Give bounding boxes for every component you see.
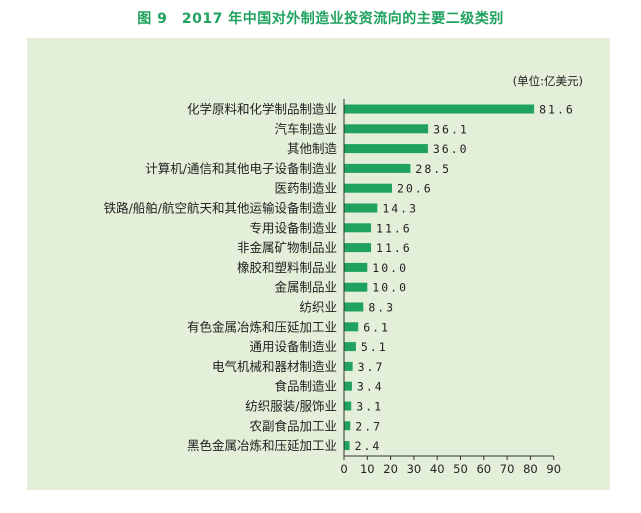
bar: [344, 342, 356, 352]
bar: [344, 203, 378, 213]
value-label: 36.1: [433, 122, 469, 136]
value-label: 20.6: [397, 182, 433, 196]
chart-panel: (单位:亿美元) 化学原料和化学制品制造业 81.6 汽车制造业 36.1 其他制造 36…: [27, 38, 610, 490]
category-label: 专用设备制造业: [249, 220, 337, 235]
value-label: 3.1: [356, 400, 383, 414]
x-tick-label: 90: [546, 462, 561, 476]
bars-group: 化学原料和化学制品制造业 81.6 汽车制造业 36.1 其他制造 36.0 计算机/通信和…: [104, 102, 575, 454]
category-label: 计算机/通信和其他电子设备制造业: [145, 161, 337, 176]
category-label: 电气机械和器材制造业: [212, 359, 337, 374]
value-label: 81.6: [539, 103, 575, 117]
value-label: 6.1: [363, 320, 390, 334]
unit-label: (单位:亿美元): [513, 74, 583, 88]
category-label: 非金属矿物制品业: [237, 240, 337, 255]
category-label: 食品制造业: [274, 379, 337, 394]
category-label: 金属制品业: [274, 280, 337, 295]
x-tick-label: 60: [476, 462, 491, 476]
value-label: 14.3: [382, 202, 418, 216]
bar: [344, 104, 535, 114]
bar: [344, 144, 428, 154]
bar: [344, 302, 364, 312]
category-label: 纺织服装/服饰业: [245, 399, 337, 414]
x-tick-label: 30: [407, 462, 422, 476]
category-label: 农副食品加工业: [249, 418, 337, 433]
chart-title: 图 9 2017 年中国对外制造业投资流向的主要二级类别: [137, 11, 504, 27]
x-tick-label: 10: [360, 462, 375, 476]
value-label: 2.4: [355, 439, 382, 453]
x-tick-label: 20: [383, 462, 398, 476]
value-label: 10.0: [372, 281, 408, 295]
category-label: 化学原料和化学制品制造业: [187, 102, 337, 117]
bar-chart: (单位:亿美元) 化学原料和化学制品制造业 81.6 汽车制造业 36.1 其他制造 36…: [104, 74, 583, 476]
x-tick-label: 0: [340, 462, 347, 476]
category-label: 有色金属冶炼和压延加工业: [187, 319, 337, 334]
bar: [344, 124, 429, 134]
category-label: 汽车制造业: [274, 121, 337, 136]
bar: [344, 401, 352, 411]
value-label: 11.6: [376, 221, 412, 235]
bar: [344, 163, 411, 173]
value-label: 11.6: [376, 241, 412, 255]
x-tick-label: 50: [453, 462, 468, 476]
value-label: 3.4: [357, 380, 384, 394]
category-label: 纺织业: [299, 300, 337, 315]
value-label: 5.1: [361, 340, 388, 354]
value-label: 10.0: [372, 261, 408, 275]
value-label: 28.5: [415, 162, 451, 176]
bar: [344, 282, 368, 292]
category-label: 通用设备制造业: [249, 339, 337, 354]
bar: [344, 243, 372, 253]
bar: [344, 322, 359, 332]
x-tick-label: 80: [523, 462, 538, 476]
bar: [344, 381, 352, 391]
value-label: 36.0: [433, 142, 469, 156]
value-label: 8.3: [368, 301, 395, 315]
category-label: 铁路/船舶/航空航天和其他运输设备制造业: [104, 201, 337, 216]
category-label: 橡胶和塑料制品业: [237, 260, 337, 275]
x-tick-label: 70: [500, 462, 515, 476]
category-label: 其他制造: [287, 141, 338, 156]
bar: [344, 441, 350, 451]
bar: [344, 262, 368, 272]
bar: [344, 421, 351, 431]
bar: [344, 223, 372, 233]
value-label: 3.7: [358, 360, 385, 374]
bar: [344, 183, 392, 193]
category-label: 黑色金属冶炼和压延加工业: [187, 438, 337, 453]
bar: [344, 361, 353, 371]
x-axis: 0 10 20 30 40 50 60 70 80 90: [340, 99, 561, 476]
value-label: 2.7: [355, 419, 382, 433]
x-tick-label: 40: [430, 462, 445, 476]
category-label: 医药制造业: [274, 181, 337, 196]
